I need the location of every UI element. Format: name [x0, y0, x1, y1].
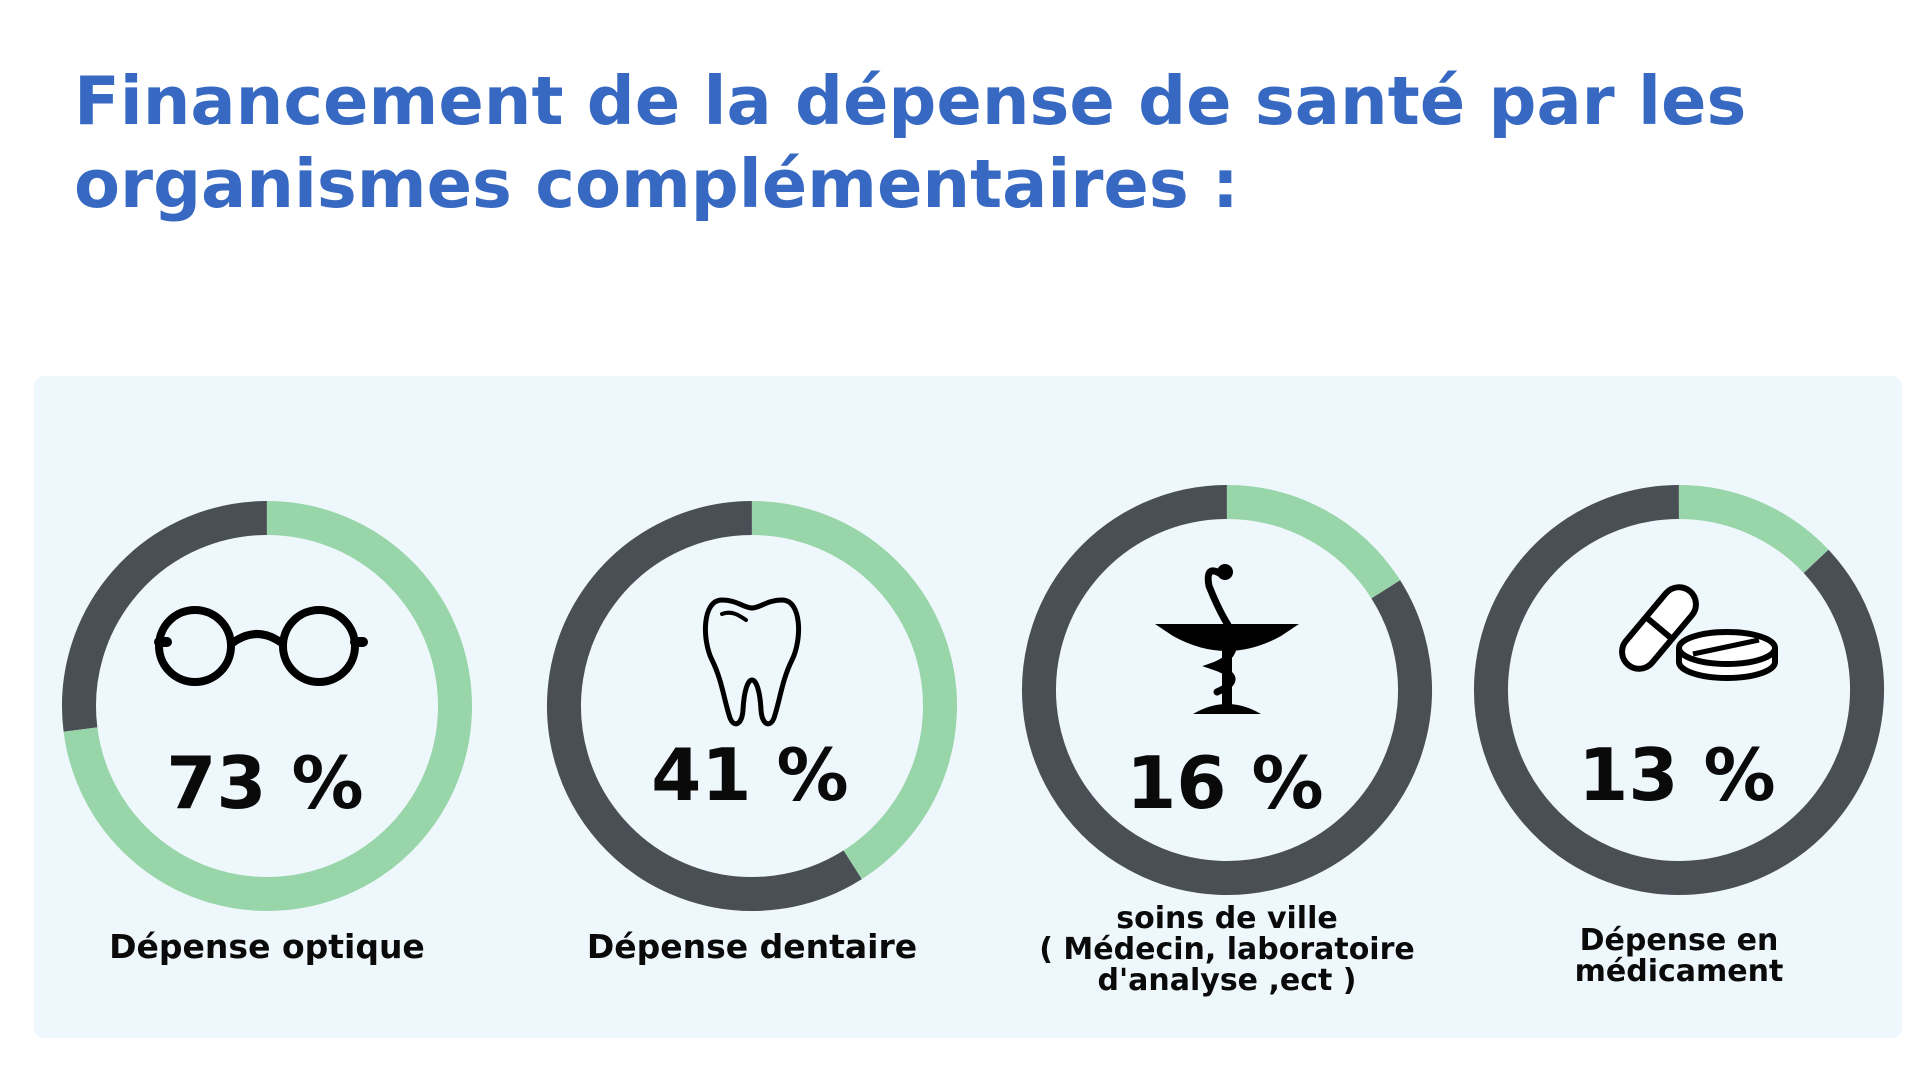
donut-percentage-label: 41 %: [651, 733, 848, 817]
donut-chart-2: 41 % Dépense dentaire: [547, 501, 957, 966]
caduceus-icon: [1155, 564, 1299, 714]
donut-percentage-label: 73 %: [166, 741, 363, 825]
category-label: ( Médecin, laboratoire: [1039, 932, 1414, 967]
chart-panel: [34, 376, 1902, 1038]
donut-remainder-arc: [62, 501, 268, 732]
category-label: Dépense en: [1580, 923, 1779, 958]
donut-value-arc: [751, 501, 957, 880]
category-label: d'analyse ,ect ): [1097, 963, 1356, 998]
tooth-icon: [702, 597, 802, 727]
category-label: Dépense optique: [109, 927, 425, 966]
donut-value-arc: [1678, 485, 1829, 574]
glasses-icon: [154, 606, 368, 686]
donut-value-arc: [1226, 485, 1401, 599]
title-line-1: Financement de la dépense de santé par l…: [74, 62, 1747, 140]
donut-chart-1: 73 % Dépense optique: [62, 501, 472, 966]
donut-chart-3: 16 % soins de ville( Médecin, laboratoire…: [1022, 485, 1432, 998]
donut-percentage-label: 16 %: [1126, 741, 1323, 825]
donut-percentage-label: 13 %: [1578, 733, 1775, 817]
page-title: Financement de la dépense de santé par l…: [74, 60, 1834, 226]
category-label: soins de ville: [1116, 901, 1337, 936]
donut-remainder-arc: [1022, 485, 1432, 895]
pills-icon: [1619, 584, 1778, 681]
donut-remainder-arc: [547, 501, 862, 911]
category-label: médicament: [1575, 954, 1784, 989]
title-line-2: organismes complémentaires :: [74, 145, 1239, 223]
category-label: Dépense dentaire: [587, 927, 917, 966]
donut-value-arc: [63, 501, 472, 911]
donut-remainder-arc: [1474, 485, 1884, 895]
